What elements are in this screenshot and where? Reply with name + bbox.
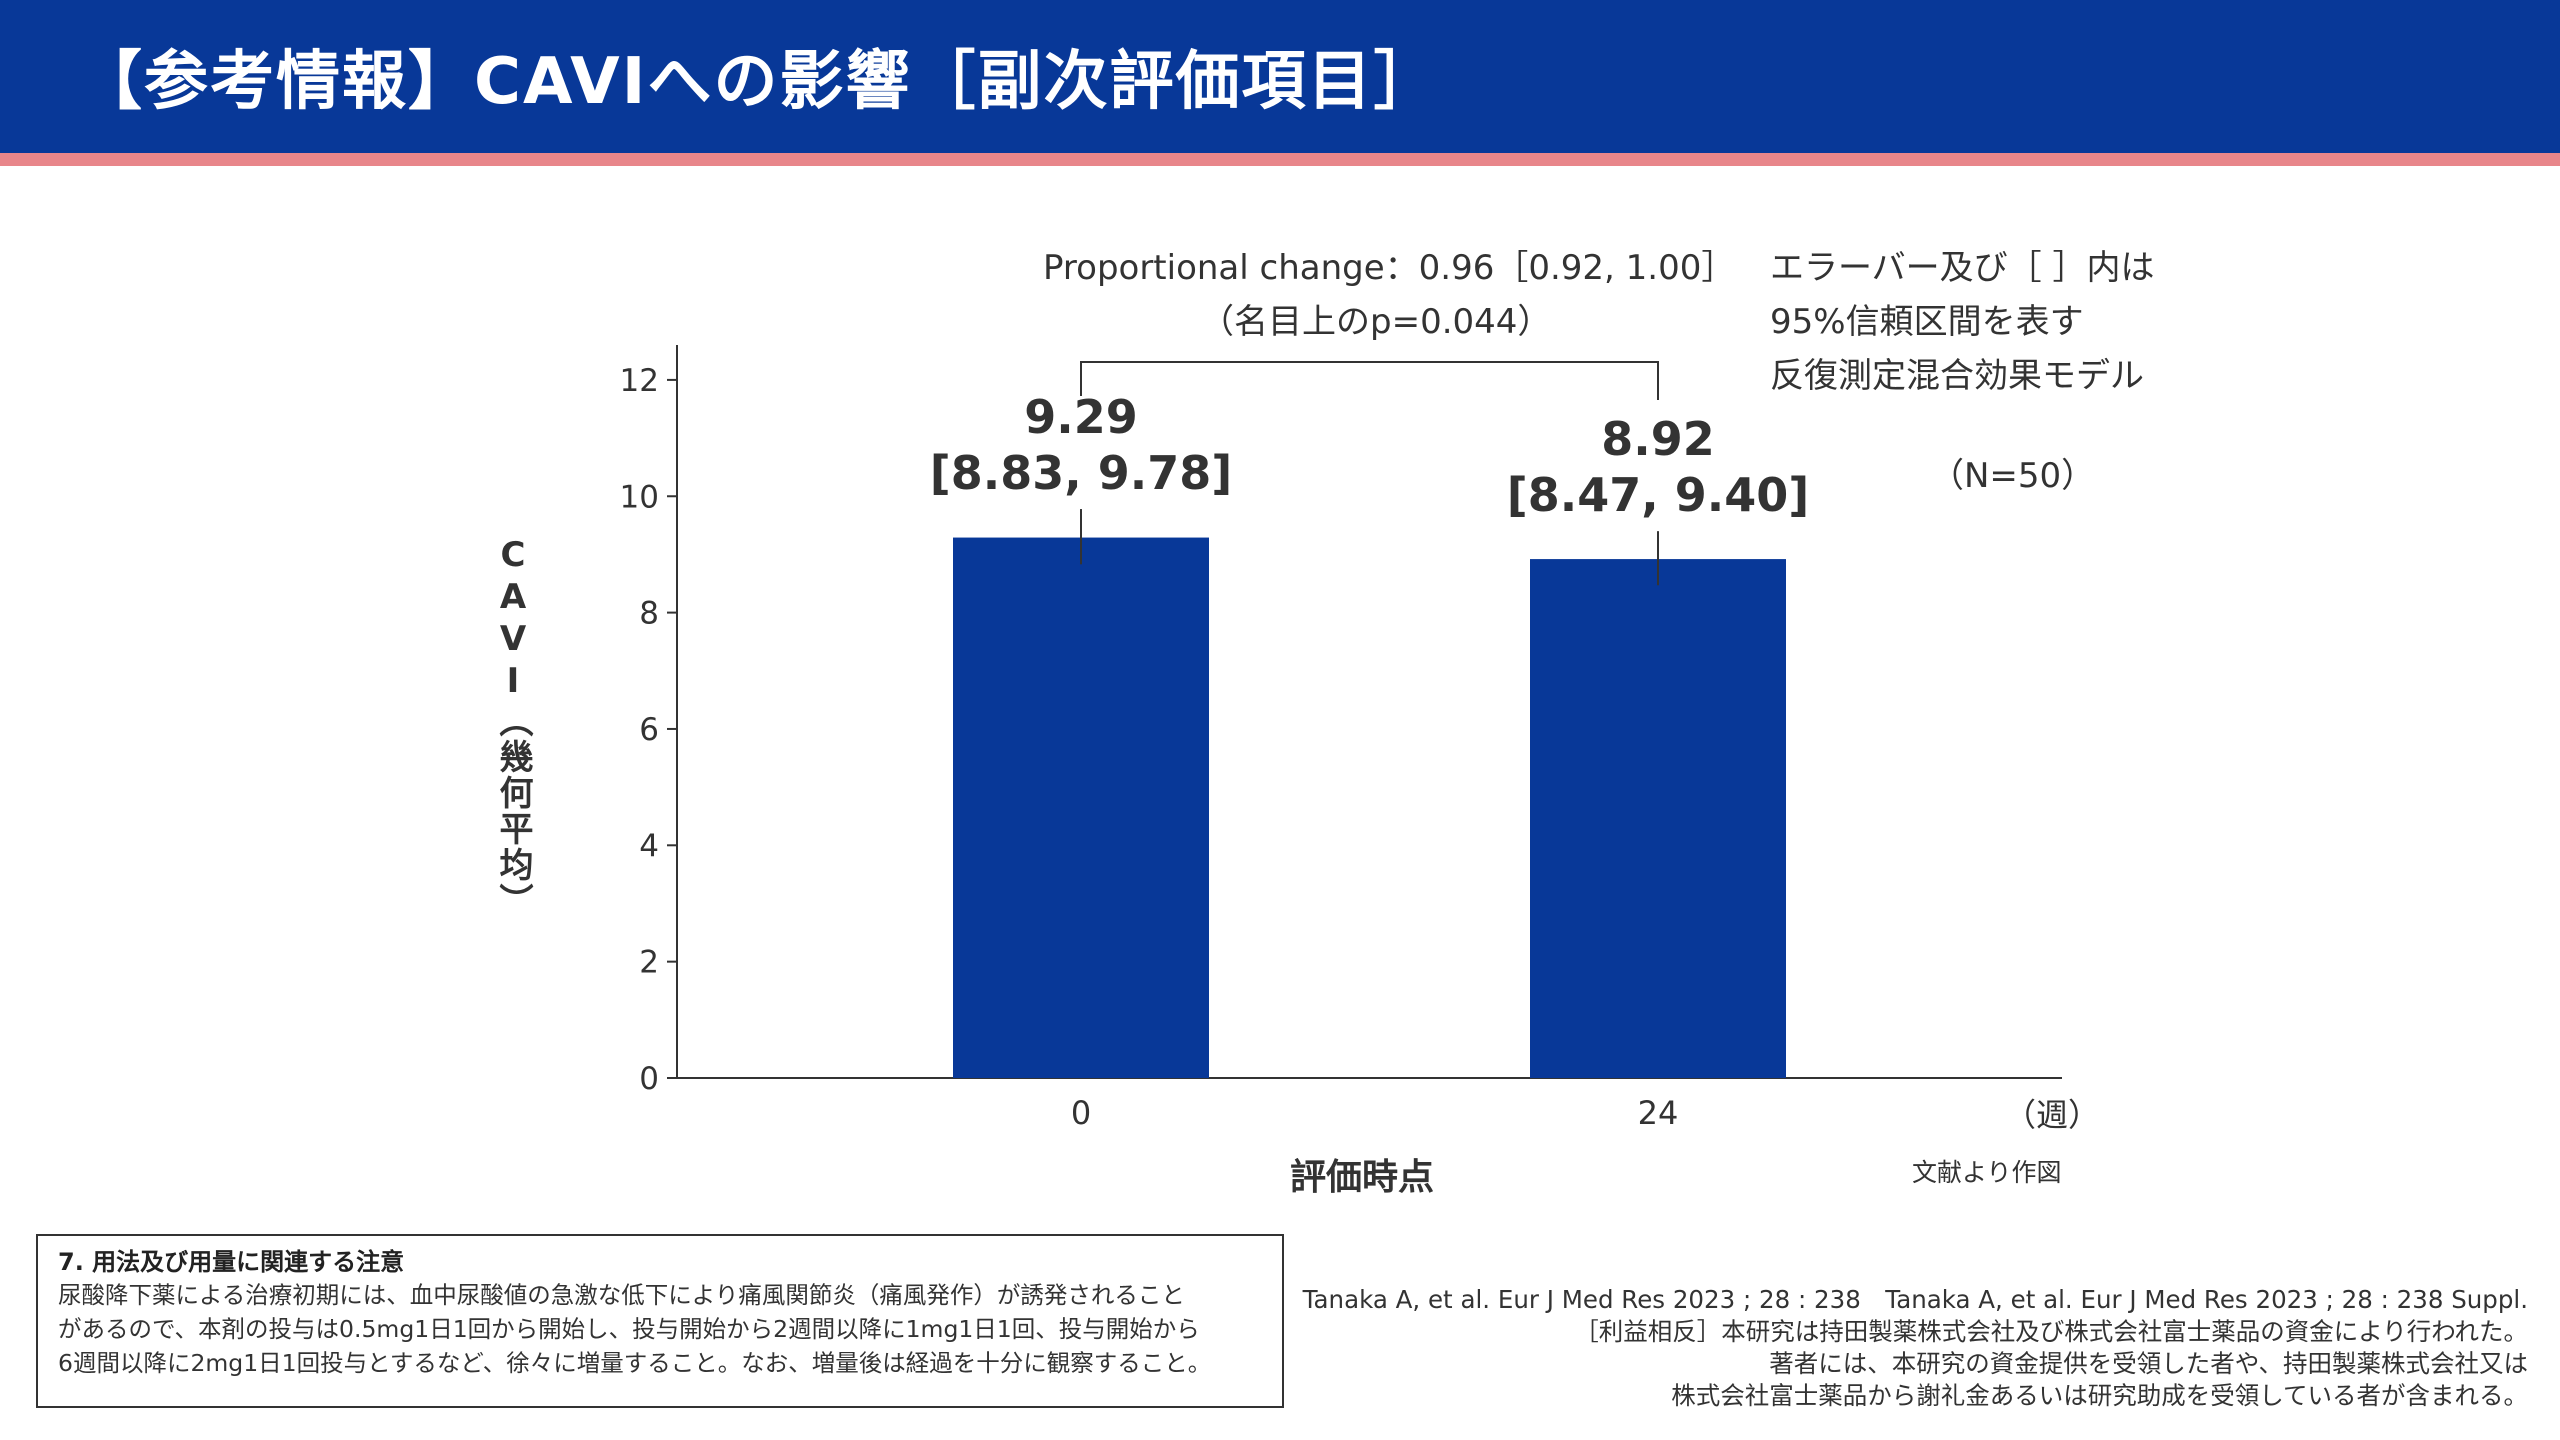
header-accent-stripe: [0, 153, 2560, 166]
conflict-of-interest: 著者には、本研究の資金提供を受領した者や、持田製薬株式会社又は: [1769, 1349, 2528, 1378]
proportional-change-label: Proportional change：0.96［0.92, 1.00］: [1043, 248, 1736, 288]
header-bar: 【参考情報】CAVIへの影響［副次評価項目］: [0, 0, 2560, 153]
source-note: 文献より作図: [1912, 1158, 2062, 1187]
x-tick-label: 24: [1638, 1094, 1679, 1132]
x-axis-unit: （週）: [2004, 1096, 2101, 1134]
caution-line: があるので、本剤の投与は0.5mg1日1回から開始し、投与開始から2週間以降に1…: [58, 1315, 1200, 1343]
references: Tanaka A, et al. Eur J Med Res 2023 ; 28…: [1303, 1284, 2528, 1412]
note-error-bar: エラーバー及び［ ］内は: [1770, 248, 2155, 288]
caution-line: 6週間以降に2mg1日1回投与とするなど、徐々に増量すること。なお、増量後は経過…: [58, 1349, 1212, 1377]
value-label: 8.92: [1601, 412, 1715, 466]
y-tick-label: 12: [620, 363, 659, 399]
comparison-bracket: [1080, 361, 1659, 400]
x-tick-label: 0: [1071, 1094, 1091, 1132]
bar: [1530, 559, 1786, 1078]
caution-title: 7. 用法及び用量に関連する注意: [58, 1248, 405, 1276]
conflict-of-interest: 株式会社富士薬品から謝礼金あるいは研究助成を受領している者が含まれる。: [1671, 1381, 2528, 1410]
value-label: 9.29: [1024, 390, 1138, 444]
y-tick-label: 10: [620, 479, 659, 515]
y-tick-label: 2: [639, 945, 659, 981]
y-axis-title: CAVI（幾何平均）: [493, 535, 533, 919]
conflict-of-interest: ［利益相反］本研究は持田製薬株式会社及び株式会社富士薬品の資金により行われた。: [1574, 1317, 2528, 1346]
page-title: 【参考情報】CAVIへの影響［副次評価項目］: [78, 45, 1440, 119]
ci-label: [8.47, 9.40]: [1507, 468, 1810, 522]
sample-size-label: （N=50）: [1930, 456, 2096, 496]
y-tick-label: 4: [639, 828, 659, 864]
caution-line: 尿酸降下薬による治療初期には、血中尿酸値の急激な低下により痛風関節炎（痛風発作）…: [58, 1281, 1185, 1309]
y-tick-label: 6: [639, 712, 659, 748]
x-axis-title: 評価時点: [1290, 1157, 1435, 1198]
p-value-label: （名目上のp=0.044）: [1200, 302, 1552, 342]
y-tick-label: 0: [639, 1061, 659, 1097]
caution-box: 7. 用法及び用量に関連する注意 尿酸降下薬による治療初期には、血中尿酸値の急激…: [36, 1234, 1284, 1408]
ci-label: [8.83, 9.78]: [930, 446, 1233, 500]
reference-citation: Tanaka A, et al. Eur J Med Res 2023 ; 28…: [1302, 1285, 2528, 1314]
note-confidence-interval: 95%信頼区間を表す: [1770, 302, 2084, 342]
bar: [953, 537, 1209, 1078]
note-model: 反復測定混合効果モデル: [1770, 356, 2144, 396]
y-tick-label: 8: [639, 596, 659, 632]
